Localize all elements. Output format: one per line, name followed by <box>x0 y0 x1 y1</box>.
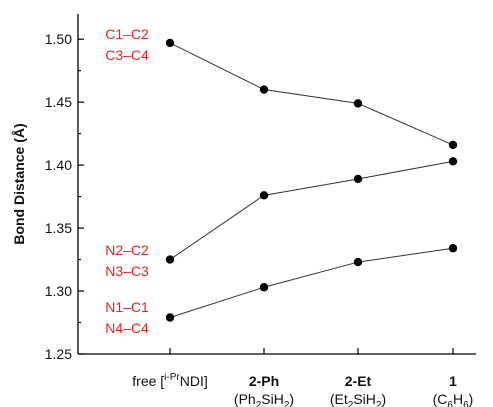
axes <box>77 14 476 355</box>
y-tick-label: 1.25 <box>45 346 72 362</box>
y-tick-label: 1.35 <box>45 220 72 236</box>
x-category-sublabel-part: (C <box>433 391 448 407</box>
y-tick-label: 1.40 <box>45 157 72 173</box>
series-line <box>169 42 454 146</box>
data-point <box>353 99 363 108</box>
x-category-label: 2-Et <box>345 373 372 389</box>
x-category-sublabel-part: H <box>453 391 463 407</box>
series-2 <box>165 244 458 322</box>
labels-layer: 1.25 1.30 1.35 1.40 1.45 1.50 Bond Distance (Å… <box>11 26 473 407</box>
series-label: N2–C2 <box>105 242 149 258</box>
x-category-sublabel-part: ) <box>381 391 386 407</box>
y-tick-label: 1.30 <box>45 283 72 299</box>
x-category-label: 2-Ph <box>249 373 279 389</box>
x-category-sublabel-sub: 2 <box>284 400 290 407</box>
x-category-sublabel: (C6H6) <box>433 391 474 407</box>
x-category-label-part: free [ <box>132 373 164 389</box>
data-point <box>259 85 269 94</box>
x-category-sublabel-sub: 6 <box>447 400 453 407</box>
x-category-sublabel-part: SiH <box>353 391 376 407</box>
x-category-sublabel-part: (Et <box>330 391 348 407</box>
series-0 <box>165 38 458 150</box>
series-1 <box>165 157 458 264</box>
series-layer <box>165 38 458 322</box>
data-point <box>259 283 269 292</box>
x-category-sublabel: (Ph2SiH2) <box>234 391 294 407</box>
series-label: C3–C4 <box>105 47 149 63</box>
series-label: N3–C3 <box>105 263 149 279</box>
series-line <box>169 160 454 260</box>
x-category-sublabel-part: SiH <box>261 391 284 407</box>
data-point <box>448 140 458 150</box>
data-point <box>448 157 458 166</box>
x-category-sublabel-sub: 2 <box>348 400 354 407</box>
series-line <box>169 247 454 318</box>
series-label: N4–C4 <box>105 320 149 336</box>
x-category-sublabel-part: (Ph <box>234 391 256 407</box>
x-category-sublabel-sub: 2 <box>256 400 262 407</box>
x-category-sublabel-sub: 2 <box>376 400 382 407</box>
data-point <box>165 255 175 264</box>
x-category-sublabel-part: ) <box>289 391 294 407</box>
y-tick-label: 1.50 <box>45 31 72 47</box>
data-point <box>448 244 458 253</box>
series-label: N1–C1 <box>105 299 149 315</box>
x-category-label-sup: i-Pr <box>164 372 180 383</box>
x-category-label-part: NDI] <box>180 373 208 389</box>
x-category-sublabel-sub: 6 <box>463 400 469 407</box>
data-point <box>165 38 175 48</box>
y-axis-label: Bond Distance (Å) <box>11 123 27 244</box>
series-label: C1–C2 <box>105 26 149 42</box>
x-category-sublabel: (Et2SiH2) <box>330 391 386 407</box>
x-category-sublabel-part: ) <box>469 391 474 407</box>
data-point <box>259 191 269 200</box>
data-point <box>353 174 363 184</box>
data-point <box>353 257 363 267</box>
x-category-label: free [i-PrNDI] <box>132 372 207 389</box>
data-point <box>165 313 175 322</box>
x-category-label: 1 <box>449 373 457 389</box>
y-tick-label: 1.45 <box>45 94 72 110</box>
